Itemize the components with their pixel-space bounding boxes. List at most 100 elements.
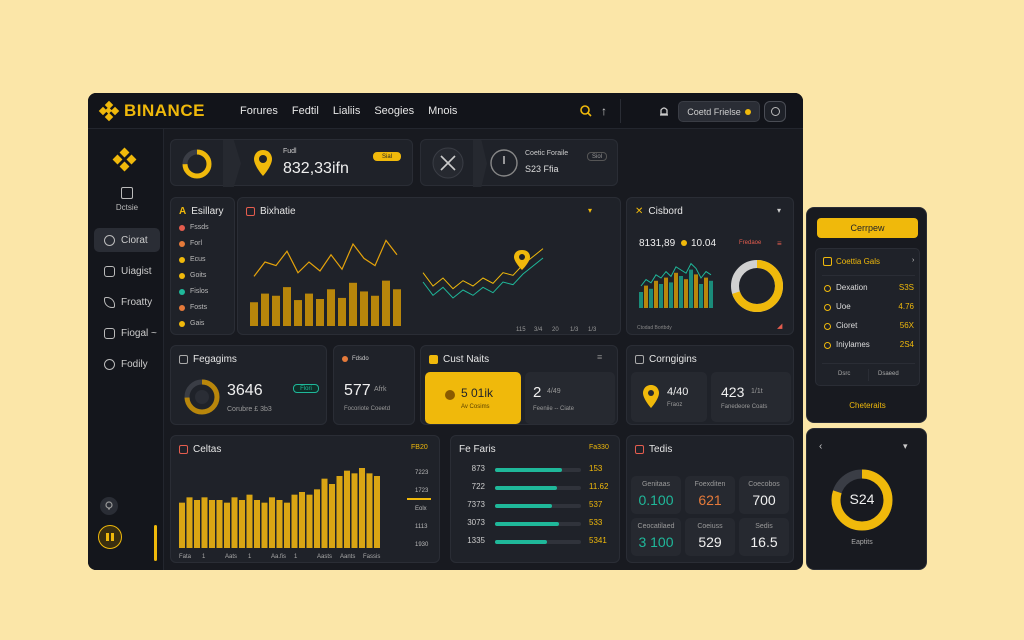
balance-pill: Sial	[373, 152, 401, 161]
gallery-title: A Esillary	[179, 206, 223, 217]
company-row[interactable]: Uoe 4.76	[824, 302, 914, 314]
company-row-value: 4.76	[898, 302, 914, 311]
divider	[822, 363, 915, 364]
menu-icon[interactable]: ≡	[777, 239, 782, 248]
cust-second-tile[interactable]: 2 4/49 Feeniie -- Ciate	[525, 372, 615, 424]
cust-highlight-tile[interactable]: 5 01ik Av Cosims	[425, 372, 521, 424]
corngigins-sub2: Fanedeore Coats	[721, 404, 768, 410]
resize-icon[interactable]: ◢	[777, 323, 783, 330]
sidebar-item-dashboard[interactable]: Dctsie	[112, 187, 142, 212]
chevron-down-icon[interactable]: ▾	[588, 206, 593, 215]
legend-item[interactable]: Ecus	[179, 256, 206, 263]
chevron-down-icon[interactable]: ▾	[777, 206, 782, 215]
legend-item[interactable]: Fssds	[179, 224, 209, 231]
x-tick-label: 1	[294, 554, 298, 560]
notification-icon[interactable]	[656, 103, 672, 119]
gallery-icon: A	[179, 206, 187, 217]
x-tick-label: 3/4	[534, 327, 543, 333]
donut-value: S24	[849, 491, 875, 507]
lightbulb-icon[interactable]	[100, 497, 118, 515]
x-tick-label: 20	[552, 327, 559, 333]
fefaris-card: Fe Faris Fa330 873 153 722 11.62 7373 537 3073…	[450, 435, 620, 563]
company-row[interactable]: Iniylames 2S4	[824, 340, 914, 352]
stat-tile[interactable]: Foexditen 621	[685, 476, 735, 514]
sidebar: Dctsie Ciorat Uiagist Froatty Fiogal ~ F…	[88, 129, 164, 570]
company-row[interactable]: Cioret 56X	[824, 321, 914, 333]
bar	[382, 280, 390, 326]
company-row-label: Uoe	[836, 302, 851, 311]
stat-tile[interactable]: Ceocatilaed 3 100	[631, 518, 681, 556]
bar	[679, 276, 683, 308]
exchange-icon	[246, 207, 255, 216]
phone-icon	[104, 296, 115, 308]
legend-item[interactable]: Goits	[179, 272, 206, 279]
nav-item[interactable]: Fedtil	[291, 105, 319, 117]
chevron-left-icon[interactable]: ‹	[819, 441, 823, 452]
legend-dot-icon	[179, 320, 185, 327]
legend-item[interactable]: Forl	[179, 240, 202, 247]
stat-tile[interactable]: Coeiuss 529	[685, 518, 735, 556]
stat-tile-label: Ceocatilaed	[637, 523, 675, 530]
nav-item[interactable]: Forures	[240, 105, 278, 117]
bar	[261, 293, 269, 326]
close-icon[interactable]: ✕	[635, 206, 644, 217]
stat-tile[interactable]: Sedis 16.5	[739, 518, 789, 556]
legend-item[interactable]: Gais	[179, 320, 204, 327]
bar-fill	[495, 522, 559, 526]
cellas-title-text: Celtas	[193, 444, 222, 455]
sidebar-item-goals[interactable]: Fiogal ~	[94, 321, 160, 345]
fefaris-tag: Fa330	[589, 444, 609, 451]
list-icon	[179, 355, 188, 364]
legend-item[interactable]: Fislos	[179, 288, 208, 295]
company-row-label: Dexation	[836, 283, 868, 292]
list-icon	[635, 445, 644, 454]
corngigins-tile[interactable]: 4/40 Fraoz	[631, 372, 707, 422]
bar	[316, 299, 324, 326]
company-button[interactable]: Cerrpew	[817, 218, 918, 238]
chevron-down-icon[interactable]: ▾	[903, 441, 908, 451]
avatar[interactable]	[764, 101, 786, 122]
menu-icon[interactable]: ≡	[597, 352, 603, 362]
company-bottom-left[interactable]: Dsrc	[838, 371, 851, 377]
activity-card[interactable]: Coetic Foraile S23 Ffia Siol	[420, 139, 618, 187]
pause-icon[interactable]	[98, 525, 122, 549]
bar	[639, 292, 643, 308]
search-icon[interactable]	[578, 103, 594, 119]
mid-stat-pill: Fdsdo	[342, 356, 369, 362]
stat-tile[interactable]: Genitaas 0.100	[631, 476, 681, 514]
company-link[interactable]: Cheteraits	[849, 401, 886, 410]
nav-item[interactable]: Mnois	[428, 105, 458, 117]
sidebar-item-insights[interactable]: Uiagist	[94, 259, 160, 283]
stat-tile[interactable]: Coecobos 700	[739, 476, 789, 514]
bar	[329, 484, 335, 548]
bar	[269, 497, 275, 548]
corngigins-title: Corngigins	[635, 354, 697, 365]
company-row[interactable]: Dexation S3S	[824, 283, 914, 295]
sidebar-item-family[interactable]: Fodily	[94, 352, 160, 376]
cisbord-value2: 10.04	[691, 238, 717, 249]
scroll-indicator	[154, 525, 157, 561]
bar-track	[495, 468, 581, 472]
chevron-right-icon[interactable]: ›	[912, 257, 915, 264]
info-icon[interactable]: ↑	[601, 104, 607, 118]
sidebar-item-history[interactable]: Froatty	[94, 290, 160, 314]
company-bottom-right[interactable]: Dsaeed	[878, 371, 899, 377]
stat-tile-label: Foexditen	[694, 481, 726, 488]
bar-row-value: 153	[589, 464, 603, 473]
balance-value: 832,33ifn	[283, 160, 349, 177]
legend-item[interactable]: Fosts	[179, 304, 207, 311]
app-window: BINANCE Forures Fedtil Lialiis Seogies M…	[88, 93, 803, 570]
progress-ring-icon	[182, 149, 212, 179]
corngigins-tile2[interactable]: 423 1/1t Fanedeore Coats	[711, 372, 791, 422]
balance-card[interactable]: Fudl 832,33ifn Sial	[170, 139, 413, 187]
brand-logo[interactable]: BINANCE	[98, 100, 205, 122]
fegagims-card: Fegagims 3646 Flori Corubre £ 3b3	[170, 345, 327, 425]
connect-button[interactable]: Coetd Frielse	[678, 101, 760, 122]
bar-row-label: 722	[471, 482, 485, 491]
cust-title: Cust Naits	[429, 354, 489, 365]
nav-item[interactable]: Lialiis	[332, 105, 361, 117]
nav-item[interactable]: Seogies	[374, 105, 415, 117]
bar	[224, 502, 230, 548]
fegagims-title: Fegagims	[179, 354, 237, 365]
sidebar-item-charts[interactable]: Ciorat	[94, 228, 160, 252]
